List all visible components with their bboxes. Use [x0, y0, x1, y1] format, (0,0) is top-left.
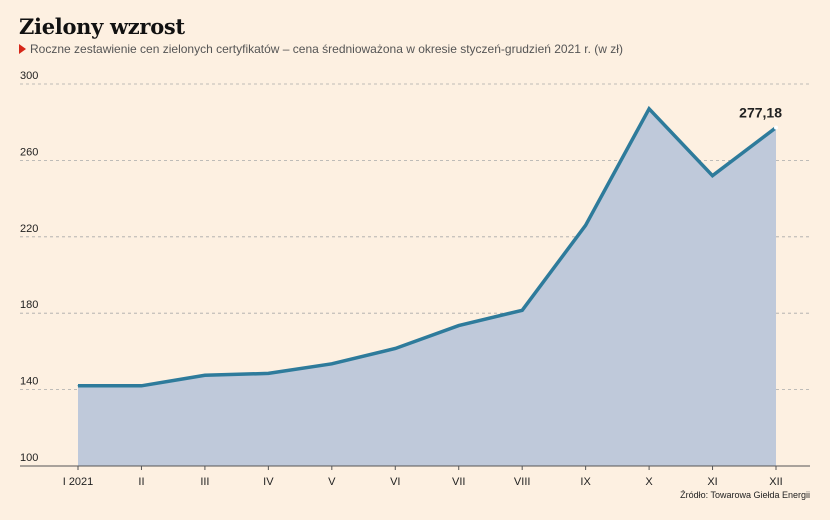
data-point: [140, 385, 142, 387]
y-tick-label: 260: [20, 146, 38, 158]
subtitle-text: Roczne zestawienie cen zielonych certyfi…: [30, 42, 623, 56]
x-tick-label: XII: [769, 476, 782, 488]
source-note: Źródło: Towarowa Giełda Energii: [680, 490, 810, 500]
data-point: [331, 363, 333, 365]
x-tick-label: VII: [452, 476, 465, 488]
data-point: [267, 372, 269, 374]
y-tick-label: 220: [20, 223, 38, 235]
red-triangle-icon: [19, 44, 26, 54]
chart-subtitle: Roczne zestawienie cen zielonych certyfi…: [19, 42, 623, 56]
data-point: [712, 175, 714, 177]
x-tick-label: I 2021: [63, 476, 94, 488]
x-tick-label: V: [328, 476, 336, 488]
x-tick-label: III: [200, 476, 209, 488]
chart-title: Zielony wzrost: [19, 14, 185, 39]
x-tick-label: VI: [390, 476, 400, 488]
y-tick-label: 140: [20, 376, 38, 388]
x-tick-label: VIII: [514, 476, 531, 488]
data-point: [458, 325, 460, 327]
x-tick-label: XI: [707, 476, 717, 488]
data-point: [648, 108, 650, 110]
y-tick-label: 180: [20, 299, 38, 311]
y-axis-ticks: 100 140 180 220 260 300: [20, 70, 38, 464]
x-tick-label: IV: [263, 476, 274, 488]
data-point: [204, 374, 206, 376]
data-point: [585, 224, 587, 226]
area-fill: [78, 108, 776, 467]
x-axis-ticks: I 2021 II III IV V VI VII VIII IX X XI XII: [63, 466, 783, 488]
series-line: [78, 105, 778, 388]
end-point-marker: [774, 125, 778, 130]
x-tick-label: IX: [580, 476, 591, 488]
data-label: 277,18: [739, 105, 782, 121]
data-point: [394, 348, 396, 350]
y-tick-label: 100: [20, 452, 38, 464]
x-tick-label: X: [645, 476, 653, 488]
data-point: [77, 385, 79, 387]
y-tick-label: 300: [20, 70, 38, 82]
x-tick-label: II: [138, 476, 144, 488]
data-point: [521, 309, 523, 311]
annotations: 277,18: [739, 105, 782, 130]
